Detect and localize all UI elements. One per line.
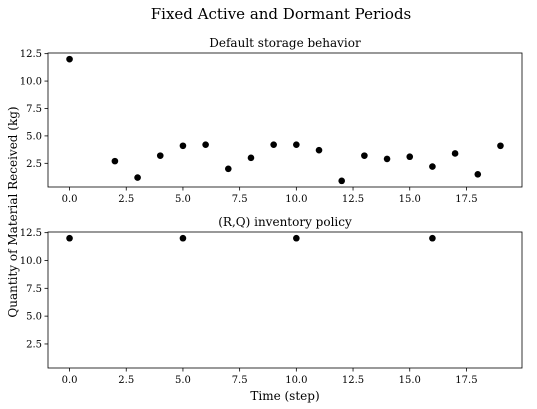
data-point [225,165,232,173]
x-tick-label: 12.5 [342,375,364,386]
data-point [429,234,436,242]
x-tick-label: 7.5 [232,194,248,205]
x-tick-label: 15.0 [399,375,421,386]
x-tick-label: 15.0 [399,194,421,205]
data-point [383,155,391,163]
data-point [156,152,164,159]
data-point [361,152,368,159]
data-point [497,142,504,150]
chart-title: (R,Q) inventory policy [218,215,352,229]
x-tick-label: 0.0 [62,194,78,205]
data-point [293,234,300,242]
axes-frame [47,231,523,369]
data-point [451,150,459,157]
data-point [338,177,345,185]
y-tick-label: 7.5 [26,104,42,115]
x-tick-label: 10.0 [285,194,307,205]
data-point [111,157,119,165]
y-tick-label: 5.0 [26,312,42,323]
x-tick-label: 12.5 [342,194,364,205]
y-tick-label: 10.0 [20,77,42,88]
data-point [429,163,436,170]
x-tick-label: 0.0 [62,375,78,386]
data-point [179,142,187,150]
y-tick-label: 5.0 [26,131,42,142]
x-tick-label: 2.5 [118,375,134,386]
x-tick-label: 17.5 [455,375,477,386]
data-point [270,141,277,148]
y-tick-label: 12.5 [20,49,42,60]
data-point [179,234,187,242]
x-tick-label: 7.5 [232,375,248,386]
axes-frame [47,52,523,188]
x-axis-label: Time (step) [250,389,319,403]
data-point [202,141,209,148]
y-tick-label: 2.5 [26,339,42,350]
x-tick-label: 10.0 [285,375,307,386]
y-tick-label: 12.5 [20,228,42,239]
data-point [474,170,482,178]
data-point [134,174,141,181]
y-tick-label: 10.0 [20,256,42,267]
chart-panel-rq-policy: (R,Q) inventory policy 0.0 2.5 5.0 7.5 10.0 12… [20,215,523,403]
x-tick-label: 5.0 [175,375,191,386]
data-point [66,234,73,242]
data-point [315,146,323,154]
chart-panel-default-storage: Default storage behavior 0.0 2.5 5.0 7.5 10.0… [20,36,523,205]
y-tick-label: 2.5 [26,159,42,170]
data-point [66,55,73,63]
x-tick-label: 17.5 [455,194,477,205]
data-point [247,154,255,162]
y-tick-label: 7.5 [26,284,42,295]
shared-y-axis-label: Quantity of Material Received (kg) [6,106,20,317]
x-tick-label: 2.5 [118,194,134,205]
chart-title: Default storage behavior [209,36,361,50]
figure-title: Fixed Active and Dormant Periods [151,5,412,23]
x-tick-label: 5.0 [175,194,191,205]
data-point [293,141,300,148]
data-point [406,153,414,161]
